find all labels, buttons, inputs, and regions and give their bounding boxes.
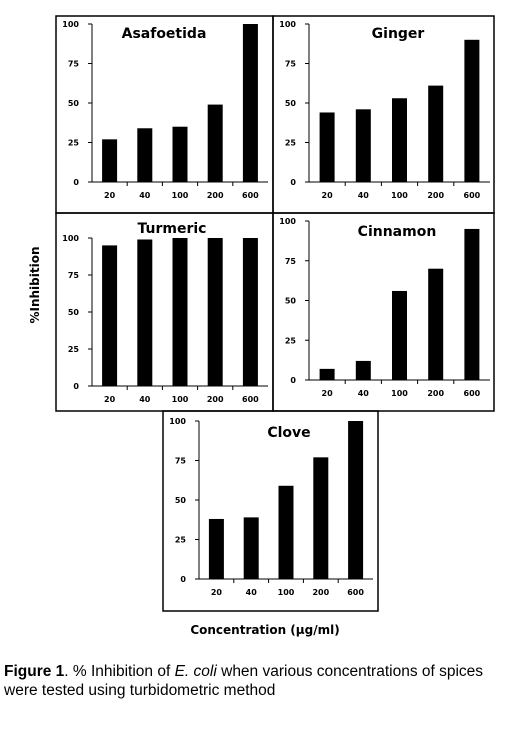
panel-turmeric: Turmeric 0 25 50 75 100 20 40 100 200 600 bbox=[55, 212, 274, 412]
panel-title-turmeric: Turmeric bbox=[138, 221, 207, 237]
panel-title-asafoetida: Asafoetida bbox=[122, 26, 207, 42]
panel-clove: Clove 0 25 50 75 100 20 40 100 200 600 bbox=[162, 410, 379, 612]
y-tick-label: 25 bbox=[68, 345, 80, 354]
x-tick-label: 40 bbox=[139, 395, 151, 404]
panel-frame-asafoetida bbox=[55, 15, 274, 214]
x-tick-label: 100 bbox=[172, 395, 189, 404]
bar-asafoetida-200 bbox=[207, 104, 223, 182]
y-tick-label: 0 bbox=[290, 178, 296, 187]
bar-asafoetida-100 bbox=[172, 126, 188, 182]
y-tick-label: 25 bbox=[175, 536, 187, 545]
bar-cinnamon-40 bbox=[355, 360, 371, 380]
bar-clove-600 bbox=[348, 421, 364, 579]
bar-ginger-20 bbox=[319, 112, 335, 182]
y-tick-label: 100 bbox=[62, 20, 79, 29]
x-tick-label: 40 bbox=[358, 191, 370, 200]
bar-ginger-200 bbox=[428, 85, 444, 182]
panel-title-clove: Clove bbox=[267, 425, 310, 441]
figure-caption: Figure 1. % Inhibition of E. coli when v… bbox=[4, 662, 508, 700]
x-tick-label: 20 bbox=[322, 191, 334, 200]
bar-turmeric-600 bbox=[242, 238, 258, 386]
y-tick-label: 100 bbox=[62, 234, 79, 243]
y-tick-label: 50 bbox=[285, 297, 297, 306]
y-tick-label: 75 bbox=[285, 257, 297, 266]
x-tick-label: 600 bbox=[242, 191, 259, 200]
bar-cinnamon-200 bbox=[428, 268, 444, 380]
bar-ginger-40 bbox=[355, 109, 371, 182]
y-tick-label: 75 bbox=[285, 60, 297, 69]
x-tick-label: 20 bbox=[104, 191, 116, 200]
y-tick-label: 25 bbox=[285, 139, 297, 148]
bar-cinnamon-20 bbox=[319, 368, 335, 380]
bar-clove-40 bbox=[243, 517, 259, 579]
y-tick-label: 50 bbox=[68, 308, 80, 317]
y-tick-label: 100 bbox=[279, 217, 296, 226]
x-tick-label: 200 bbox=[427, 389, 444, 398]
x-tick-label: 100 bbox=[172, 191, 189, 200]
y-tick-label: 75 bbox=[68, 60, 80, 69]
bar-turmeric-20 bbox=[102, 245, 118, 386]
panel-title-ginger: Ginger bbox=[372, 26, 425, 42]
x-tick-label: 100 bbox=[391, 191, 408, 200]
y-tick-label: 50 bbox=[285, 99, 297, 108]
panel-asafoetida: Asafoetida 0 25 50 75 100 20 40 100 200 600 bbox=[55, 15, 274, 214]
bar-clove-200 bbox=[313, 457, 329, 579]
y-tick-label: 50 bbox=[68, 99, 80, 108]
x-tick-label: 600 bbox=[464, 191, 481, 200]
y-tick-label: 100 bbox=[169, 417, 186, 426]
bar-asafoetida-600 bbox=[242, 24, 258, 182]
y-tick-label: 75 bbox=[175, 457, 187, 466]
y-tick-label: 25 bbox=[68, 139, 80, 148]
caption-label: Figure 1 bbox=[4, 663, 65, 680]
x-axis-title: Concentration (µg/ml) bbox=[190, 623, 339, 637]
x-tick-label: 600 bbox=[242, 395, 259, 404]
y-tick-label: 0 bbox=[73, 382, 79, 391]
x-tick-label: 100 bbox=[391, 389, 408, 398]
x-tick-label: 20 bbox=[322, 389, 334, 398]
bar-asafoetida-40 bbox=[137, 128, 153, 182]
caption-organism: E. coli bbox=[174, 663, 217, 680]
bar-cinnamon-100 bbox=[392, 290, 407, 380]
y-tick-label: 0 bbox=[290, 376, 296, 385]
x-tick-label: 200 bbox=[312, 588, 329, 597]
x-tick-label: 20 bbox=[211, 588, 223, 597]
bar-asafoetida-20 bbox=[102, 139, 118, 182]
x-tick-label: 40 bbox=[358, 389, 370, 398]
bar-clove-20 bbox=[208, 518, 224, 579]
x-tick-label: 40 bbox=[246, 588, 258, 597]
y-tick-label: 0 bbox=[73, 178, 79, 187]
panel-frame-ginger bbox=[272, 15, 495, 214]
bar-ginger-100 bbox=[392, 98, 407, 182]
panel-title-cinnamon: Cinnamon bbox=[358, 224, 437, 240]
y-tick-label: 50 bbox=[175, 496, 187, 505]
y-tick-label: 0 bbox=[180, 575, 186, 584]
y-tick-label: 25 bbox=[285, 336, 297, 345]
x-tick-label: 600 bbox=[464, 389, 481, 398]
bar-turmeric-40 bbox=[137, 239, 153, 386]
bar-ginger-600 bbox=[464, 39, 480, 182]
bar-turmeric-200 bbox=[207, 238, 223, 386]
x-tick-label: 600 bbox=[347, 588, 364, 597]
panel-frame-cinnamon bbox=[272, 212, 495, 412]
caption-text-pre: . % Inhibition of bbox=[64, 663, 175, 680]
x-tick-label: 100 bbox=[278, 588, 295, 597]
x-tick-label: 200 bbox=[207, 395, 224, 404]
x-tick-label: 200 bbox=[427, 191, 444, 200]
bar-cinnamon-600 bbox=[464, 228, 480, 380]
x-tick-label: 40 bbox=[139, 191, 151, 200]
bar-turmeric-100 bbox=[172, 238, 188, 386]
caption-text-post: when various concentrations of spices we… bbox=[4, 663, 484, 699]
x-tick-label: 20 bbox=[104, 395, 116, 404]
panel-cinnamon: Cinnamon 0 25 50 75 100 20 40 100 200 600 bbox=[272, 212, 495, 412]
y-axis-title: %Inhibition bbox=[28, 246, 42, 323]
y-tick-label: 100 bbox=[279, 20, 296, 29]
panel-ginger: Ginger 0 25 50 75 100 20 40 100 200 600 bbox=[272, 15, 495, 214]
y-tick-label: 75 bbox=[68, 271, 80, 280]
x-tick-label: 200 bbox=[207, 191, 224, 200]
panel-frame-clove bbox=[162, 410, 379, 612]
bar-clove-100 bbox=[278, 485, 294, 579]
